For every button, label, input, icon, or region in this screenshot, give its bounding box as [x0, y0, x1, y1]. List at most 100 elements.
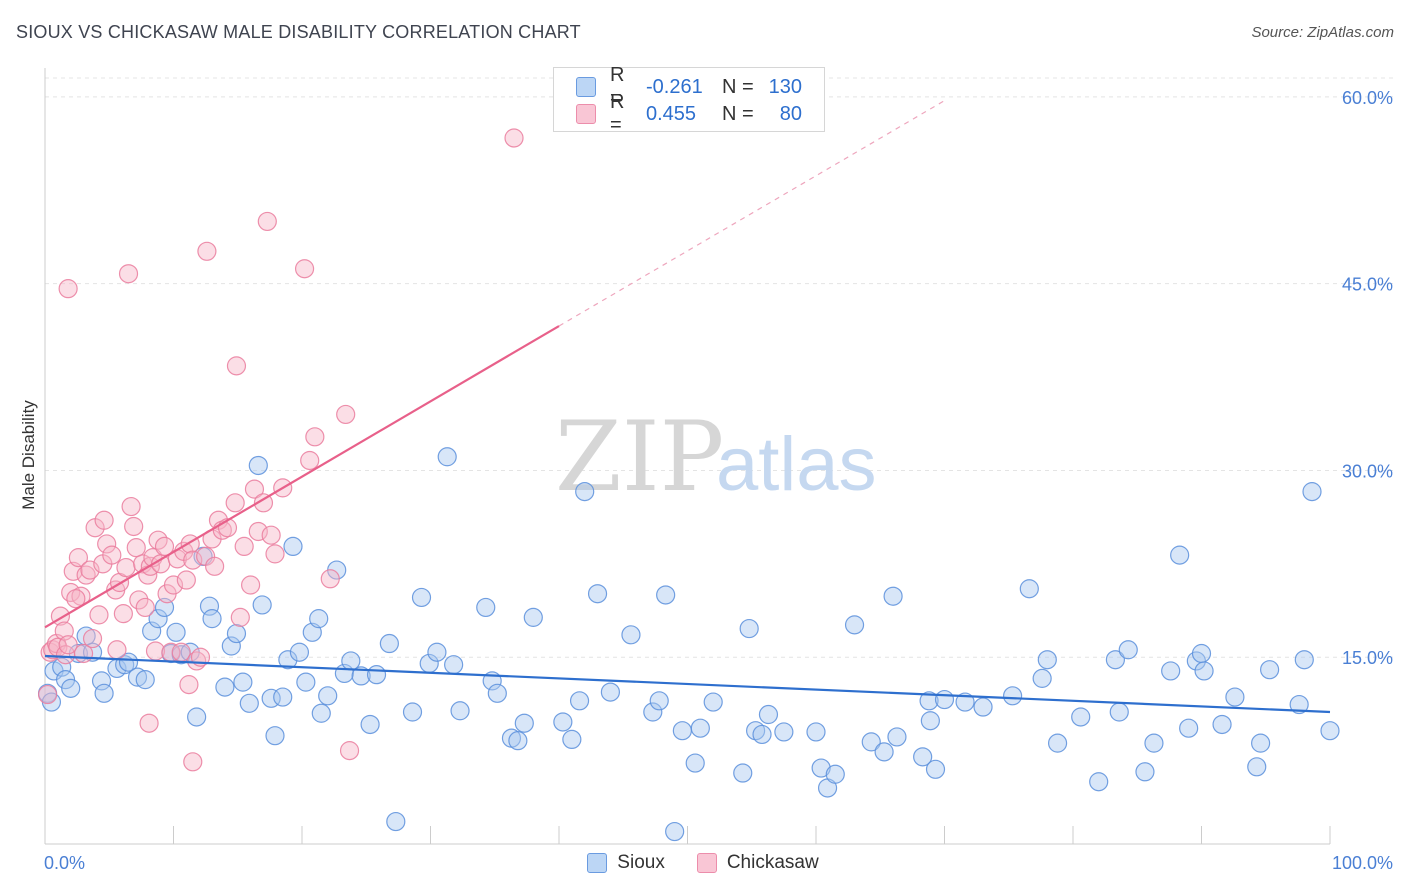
data-point-chickasaw [261, 525, 281, 545]
axes [44, 68, 1331, 845]
data-point-chickasaw [336, 404, 356, 425]
data-point-sioux [1302, 482, 1322, 502]
data-point-sioux [913, 747, 933, 767]
sioux-trend-line [44, 654, 1331, 714]
data-point-sioux [215, 677, 235, 697]
watermark-zip: ZIP [555, 401, 724, 513]
data-point-sioux [825, 764, 845, 784]
data-point-chickasaw [205, 556, 225, 576]
legend-item-sioux[interactable]: Sioux [587, 852, 665, 874]
data-point-sioux [351, 666, 371, 686]
data-point-sioux [703, 692, 723, 712]
data-point-sioux [1194, 661, 1214, 681]
trend-lines [44, 100, 1331, 714]
data-point-chickasaw [154, 536, 175, 557]
data-point-sioux [575, 482, 595, 502]
chickasaw-trend-line [44, 325, 560, 629]
data-point-sioux [283, 536, 303, 557]
data-point-sioux [411, 587, 432, 608]
data-point-sioux [402, 702, 423, 722]
data-point-chickasaw [183, 550, 203, 570]
data-point-sioux [239, 693, 259, 713]
r-value: 0.455 [646, 102, 697, 125]
data-point-sioux [252, 595, 272, 615]
data-point-sioux [733, 763, 753, 783]
data-point-chickasaw [253, 493, 274, 513]
data-point-sioux [883, 586, 903, 606]
chart-title: SIOUX VS CHICKASAW MALE DISABILITY CORRE… [16, 22, 581, 42]
data-point-sioux [844, 615, 865, 635]
data-point-sioux [1118, 640, 1138, 660]
legend-label-chickasaw: Chickasaw [726, 852, 819, 873]
data-point-sioux [366, 665, 387, 685]
data-point-chickasaw [265, 544, 285, 564]
data-point-chickasaw [176, 570, 196, 590]
data-point-chickasaw [225, 493, 245, 513]
data-point-sioux [919, 691, 939, 711]
data-point-sioux [278, 650, 298, 670]
data-point-sioux [1294, 650, 1314, 670]
y-tick-label: 45.0% [1342, 275, 1393, 295]
legend-label-sioux: Sioux [617, 852, 665, 873]
data-point-sioux [444, 655, 464, 675]
data-point-sioux [1161, 661, 1181, 681]
data-point-sioux [874, 742, 894, 762]
data-point-chickasaw [68, 548, 89, 568]
chickasaw-swatch [696, 853, 717, 873]
data-point-sioux [1003, 686, 1023, 706]
data-point-sioux [752, 724, 772, 745]
data-point-sioux [360, 714, 380, 735]
data-point-chickasaw [339, 741, 360, 761]
data-point-sioux [265, 726, 285, 746]
legend-item-chickasaw[interactable]: Chickasaw [696, 852, 819, 874]
data-point-chickasaw [248, 521, 268, 542]
data-point-chickasaw [230, 607, 250, 627]
data-point-sioux [523, 607, 543, 627]
data-point-sioux [142, 621, 162, 641]
data-point-sioux [135, 670, 155, 690]
data-point-sioux [296, 672, 316, 692]
y-tick-label: 30.0% [1342, 461, 1393, 481]
data-point-sioux [1320, 721, 1340, 741]
y-tick-label: 60.0% [1342, 88, 1393, 108]
n-value: 80 [779, 102, 802, 125]
data-point-chickasaw [179, 675, 199, 695]
data-point-sioux [166, 622, 186, 642]
data-point-sioux [1071, 707, 1091, 727]
data-point-chickasaw [118, 264, 139, 284]
data-point-sioux [226, 623, 247, 644]
data-point-chickasaw [113, 604, 133, 624]
chickasaw-swatch [576, 104, 596, 124]
data-point-chickasaw [187, 651, 207, 671]
legend-row-sioux: R = -0.261 N = 130 [576, 64, 802, 109]
x-tick-label: 100.0% [1332, 853, 1393, 873]
data-point-chickasaw [197, 241, 217, 261]
data-point-chickasaw [121, 496, 141, 517]
data-point-sioux [318, 686, 338, 706]
data-point-sioux [514, 713, 534, 733]
data-point-sioux [450, 701, 470, 721]
data-point-chickasaw [504, 128, 524, 148]
data-point-sioux [649, 691, 669, 711]
data-point-sioux [386, 811, 406, 832]
data-point-sioux [233, 672, 253, 692]
data-point-sioux [61, 678, 81, 698]
data-point-sioux [187, 707, 207, 727]
stats-legend: R = -0.261 N = 130 R = 0.455 N = 80 [553, 64, 825, 136]
data-point-sioux [1170, 545, 1190, 565]
data-point-sioux [487, 683, 507, 703]
n-label: N = [722, 102, 754, 125]
data-point-sioux [685, 753, 705, 773]
data-point-chickasaw [97, 534, 117, 554]
data-point-chickasaw [305, 427, 325, 447]
data-point-sioux [562, 729, 582, 750]
data-point-chickasaw [129, 590, 149, 610]
data-point-chickasaw [107, 640, 127, 660]
data-point-sioux [665, 821, 685, 842]
data-point-chickasaw [226, 356, 247, 376]
data-point-sioux [427, 642, 447, 662]
data-point-chickasaw [294, 259, 315, 279]
data-point-sioux [311, 703, 331, 723]
data-point-sioux [248, 455, 268, 476]
data-point-sioux [309, 609, 329, 629]
